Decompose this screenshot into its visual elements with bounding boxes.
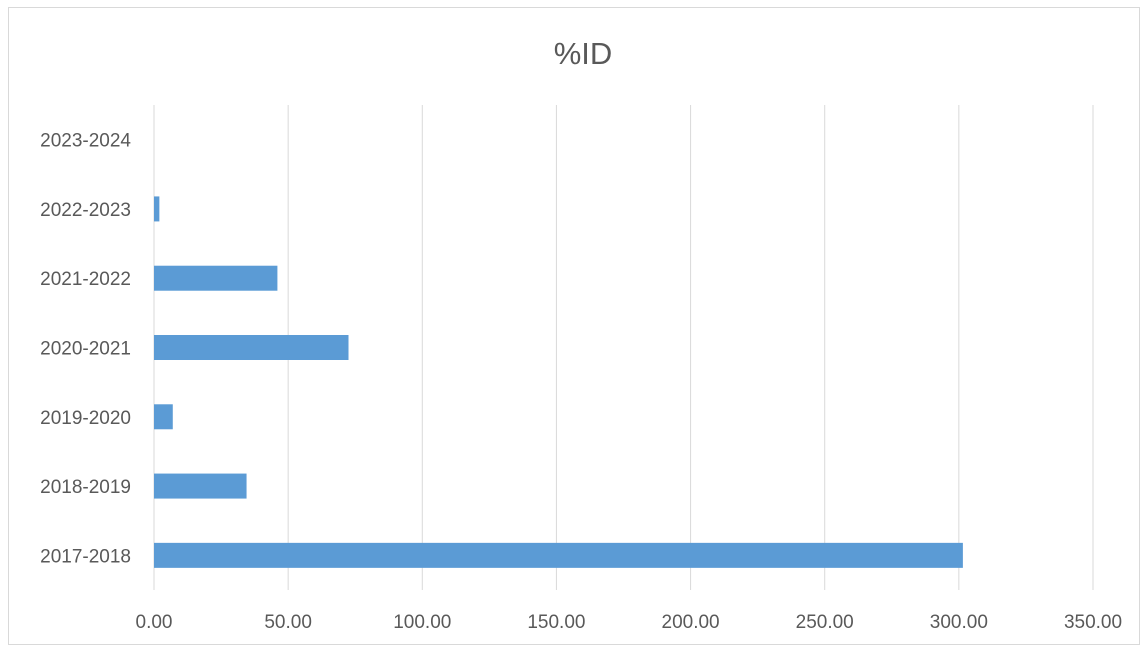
- x-tick-label: 200.00: [662, 612, 720, 633]
- value-tick-labels: 0.00 50.00 100.00 150.00 200.00 250.00 300.00 3…: [136, 612, 1123, 633]
- y-category-label: 2020-2021: [40, 339, 131, 360]
- y-category-label: 2022-2023: [40, 200, 131, 221]
- y-category-label: 2021-2022: [40, 269, 131, 290]
- y-category-label: 2023-2024: [40, 131, 131, 152]
- chart-title: %ID: [554, 36, 613, 71]
- y-category-label: 2018-2019: [40, 477, 131, 498]
- bar-2022-2023: [154, 196, 160, 222]
- bar-2020-2021: [154, 335, 349, 360]
- category-labels: 2017-2018 2018-2019 2019-2020 2020-2021 2021…: [40, 131, 131, 568]
- x-tick-label: 150.00: [527, 612, 585, 633]
- bar-2019-2020: [154, 404, 173, 430]
- gridlines: [153, 105, 1094, 590]
- y-category-label: 2019-2020: [40, 408, 131, 429]
- x-tick-label: 350.00: [1064, 612, 1122, 633]
- y-category-label: 2017-2018: [40, 546, 131, 567]
- x-tick-label: 50.00: [264, 612, 312, 633]
- bars: [154, 196, 963, 568]
- bar-2021-2022: [154, 265, 278, 291]
- x-tick-label: 100.00: [393, 612, 451, 633]
- x-tick-label: 250.00: [796, 612, 854, 633]
- x-tick-label: 300.00: [930, 612, 988, 633]
- bar-2017-2018: [154, 542, 963, 568]
- x-tick-label: 0.00: [136, 612, 173, 633]
- chart-frame: [8, 7, 1140, 645]
- bar-2018-2019: [154, 473, 247, 499]
